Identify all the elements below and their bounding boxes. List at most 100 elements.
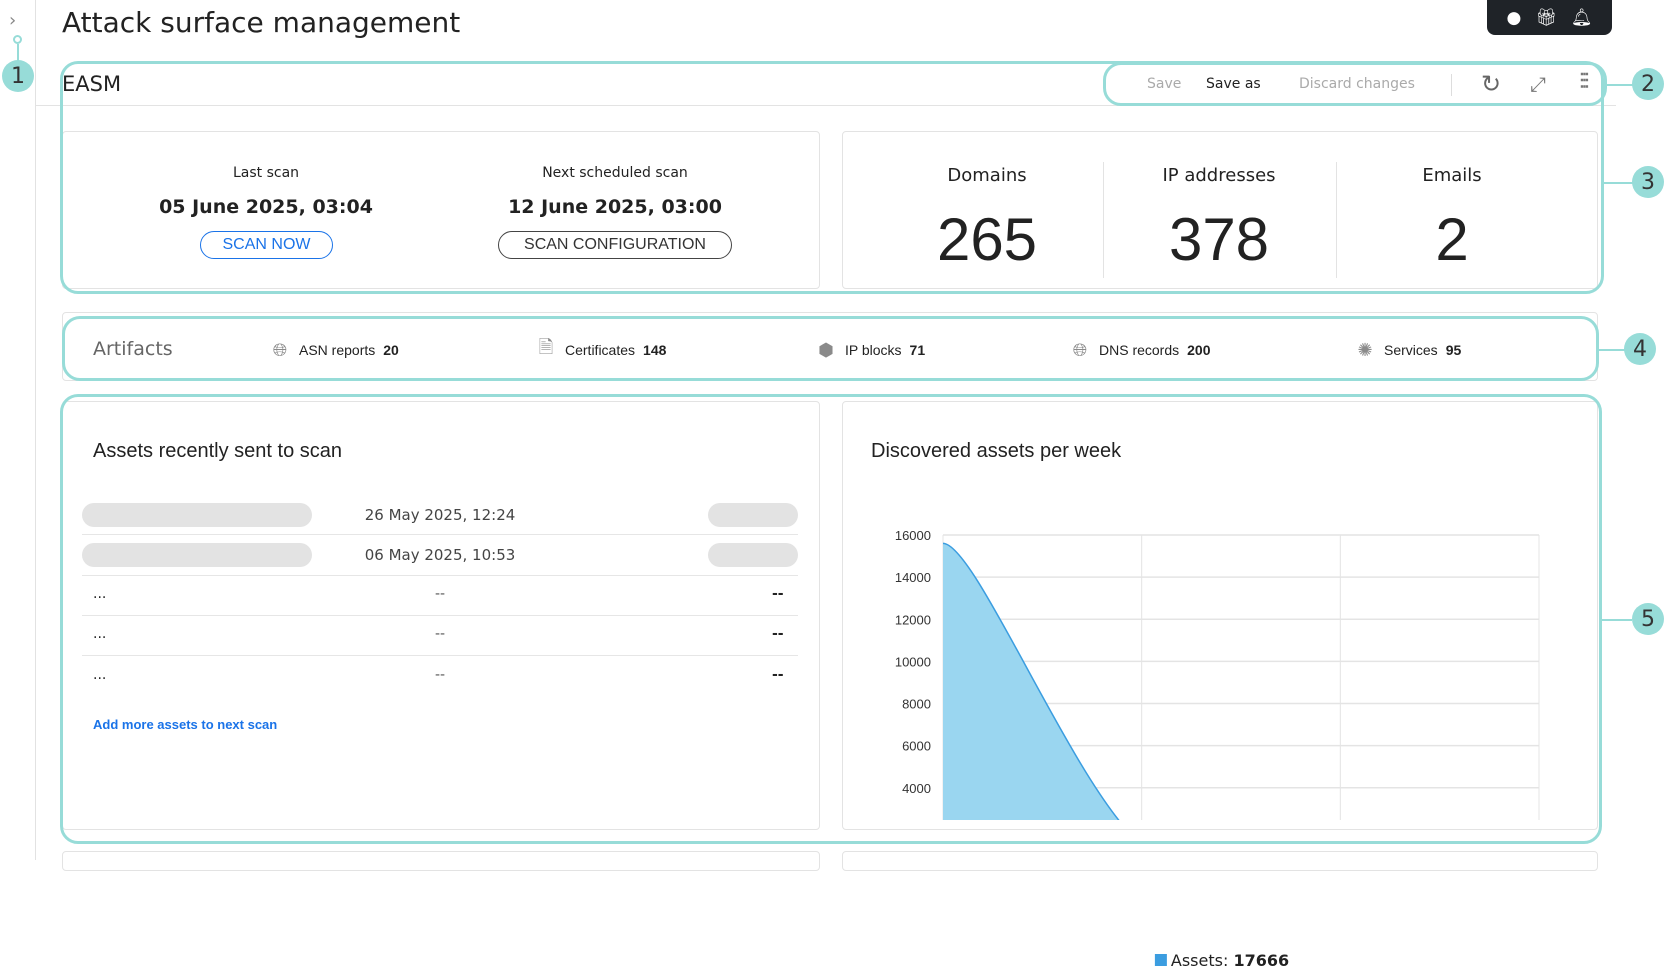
annotation-box-4	[62, 316, 1599, 381]
redacted-asset-status	[708, 543, 798, 567]
artifact-asn-reports[interactable]: 🌐︎ ASN reports 20	[269, 339, 399, 361]
row-divider	[82, 575, 798, 576]
emails-count[interactable]: 2	[1435, 206, 1469, 273]
assets-area	[943, 543, 1119, 820]
annotation-marker-5: 5	[1632, 603, 1664, 635]
last-scan-value: 05 June 2025, 03:04	[159, 196, 373, 218]
top-user-bar: ● 🎁︎ 🔔︎	[1487, 0, 1612, 35]
discard-changes-button[interactable]: Discard changes	[1299, 76, 1415, 92]
redacted-asset-name	[82, 503, 312, 527]
bell-icon[interactable]: 🔔︎	[1570, 7, 1593, 28]
expand-icon[interactable]: ⤢	[1530, 72, 1546, 96]
sliders-icon[interactable]: ⫶⫶⫶	[1579, 70, 1589, 95]
stats-divider	[1103, 162, 1104, 278]
artifact-label: ASN reports	[299, 342, 376, 358]
domains-count[interactable]: 265	[936, 206, 1038, 273]
row-divider	[82, 534, 798, 535]
user-icon[interactable]: ●	[1506, 7, 1522, 28]
annotation-line	[1602, 619, 1632, 621]
y-tick-label: 16000	[895, 528, 931, 543]
artifacts-title: Artifacts	[93, 338, 173, 360]
services-icon: ✺	[1357, 339, 1373, 360]
scan-card	[62, 131, 820, 289]
annotation-line	[1604, 182, 1634, 184]
annotation-anchor	[13, 35, 22, 44]
redacted-asset-status	[708, 503, 798, 527]
scan-date: 06 May 2025, 10:53	[364, 546, 516, 564]
row-divider	[82, 655, 798, 656]
legend-swatch	[1154, 954, 1167, 966]
artifact-certificates[interactable]: 🗎 Certificates 148	[535, 337, 667, 361]
dns-globe-icon: 🌐︎	[1072, 339, 1088, 360]
next-card	[842, 851, 1598, 871]
artifact-label: Certificates	[565, 342, 636, 358]
y-tick-label: 10000	[895, 654, 931, 669]
artifact-count: 148	[643, 342, 667, 358]
asset-status: --	[772, 586, 784, 602]
domains-label: Domains	[947, 165, 1027, 186]
legend-label: Assets:	[1170, 951, 1229, 970]
save-button[interactable]: Save	[1147, 76, 1182, 92]
row-divider	[82, 615, 798, 616]
asn-globe-icon: 🌐︎	[272, 339, 288, 360]
save-as-button[interactable]: Save as	[1206, 76, 1261, 92]
artifact-count: 71	[909, 342, 926, 358]
stats-card	[842, 131, 1598, 289]
last-scan-label: Last scan	[232, 165, 300, 181]
next-scan-value: 12 June 2025, 03:00	[508, 196, 722, 218]
artifact-dns-records[interactable]: 🌐︎ DNS records 200	[1069, 339, 1211, 361]
add-assets-link[interactable]: Add more assets to next scan	[93, 717, 278, 732]
stats-divider	[1336, 162, 1337, 278]
annotation-marker-1: 1	[2, 60, 34, 92]
toolbar-separator	[1451, 74, 1452, 96]
annotation-box-3	[60, 61, 1604, 294]
artifact-ip-blocks[interactable]: ⬢ IP blocks 71	[815, 339, 925, 361]
ip-globe-icon: ⬢	[818, 339, 834, 360]
ip-addresses-label: IP addresses	[1162, 165, 1276, 186]
scan-date: --	[434, 586, 446, 602]
asset-name: ...	[93, 626, 107, 642]
refresh-icon[interactable]: ↻	[1481, 70, 1502, 98]
annotation-line	[1599, 349, 1625, 351]
chart-legend[interactable]: Assets: 17666	[1154, 951, 1290, 970]
scan-date: --	[434, 667, 446, 683]
asset-status: --	[772, 667, 784, 683]
annotation-box-2	[1103, 62, 1607, 106]
annotation-marker-2: 2	[1632, 68, 1664, 100]
asset-name: ...	[93, 586, 107, 602]
annotation-marker-4: 4	[1624, 333, 1656, 365]
scan-date: --	[434, 626, 446, 642]
y-tick-label: 14000	[895, 570, 931, 585]
y-tick-label: 4000	[902, 781, 931, 796]
scan-configuration-button[interactable]: SCAN CONFIGURATION	[498, 231, 732, 259]
annotation-line	[1607, 84, 1633, 86]
chart-title: Discovered assets per week	[871, 440, 1122, 462]
redacted-asset-name	[82, 543, 312, 567]
artifact-count: 95	[1445, 342, 1462, 358]
sidebar-divider	[35, 0, 36, 860]
artifact-label: Services	[1384, 342, 1438, 358]
next-card	[62, 851, 820, 871]
artifact-count: 20	[383, 342, 399, 358]
asset-status: --	[772, 626, 784, 642]
ip-addresses-count[interactable]: 378	[1168, 206, 1270, 273]
emails-label: Emails	[1422, 165, 1482, 186]
legend-total: 17666	[1233, 951, 1290, 970]
recent-assets-title: Assets recently sent to scan	[93, 440, 343, 462]
next-scan-label: Next scheduled scan	[542, 165, 688, 181]
discovered-assets-chart: 020004000600080001000012000140001600017 …	[895, 528, 1540, 820]
y-tick-label: 12000	[895, 612, 931, 627]
header-divider	[36, 105, 1616, 106]
assets-line	[942, 542, 1120, 820]
y-tick-label: 6000	[902, 739, 931, 754]
expand-sidebar-chevron-icon[interactable]: ›	[9, 10, 17, 31]
artifact-services[interactable]: ✺ Services 95	[1354, 339, 1461, 361]
annotation-marker-3: 3	[1632, 166, 1664, 198]
gift-icon[interactable]: 🎁︎	[1535, 7, 1557, 28]
artifact-label: IP blocks	[845, 342, 902, 358]
page-title: Attack surface management	[62, 6, 461, 39]
artifact-label: DNS records	[1099, 342, 1180, 358]
certificate-icon: 🗎	[538, 337, 554, 357]
y-tick-label: 8000	[902, 697, 931, 712]
scan-now-button[interactable]: SCAN NOW	[200, 231, 333, 259]
